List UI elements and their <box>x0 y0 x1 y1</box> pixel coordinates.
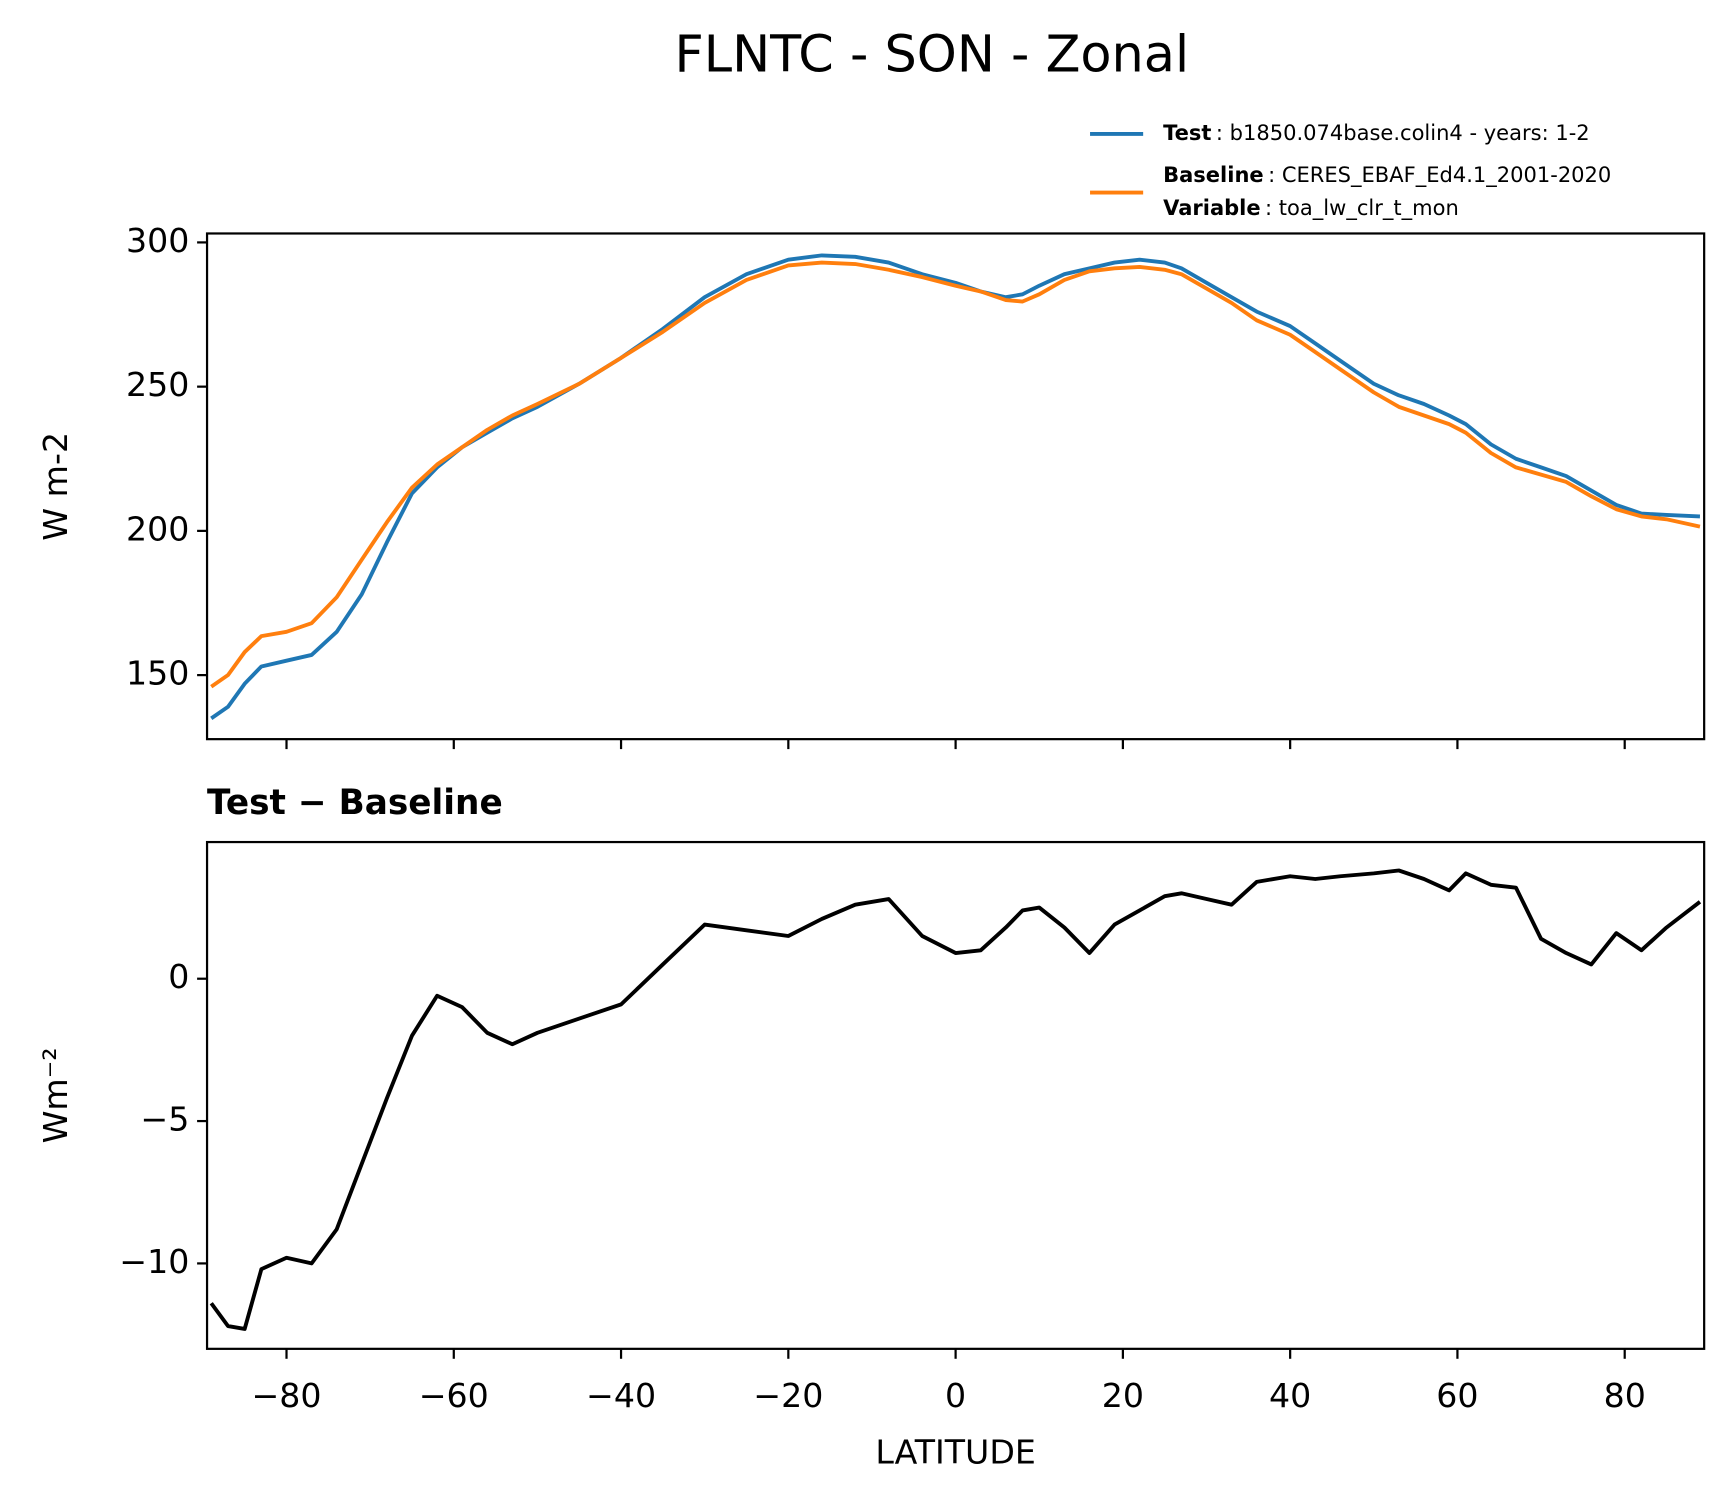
legend-entry: Test: b1850.074base.colin4 - years: 1-2 <box>1163 120 1590 145</box>
legend-description: : CERES_EBAF_Ed4.1_2001-2020 <box>1268 162 1611 187</box>
y-tick-label: 250 <box>126 365 189 404</box>
x-tick-label: 0 <box>945 1376 966 1415</box>
x-tick-label: −80 <box>251 1376 321 1415</box>
legend-name: Baseline <box>1163 162 1264 187</box>
series-line <box>209 868 1702 1331</box>
legend-name: Test <box>1163 120 1211 145</box>
x-tick-label: −20 <box>753 1376 823 1415</box>
y-axis-label: W m-2 <box>36 432 75 541</box>
legend-entry: Variable: toa_lw_clr_t_mon <box>1163 195 1459 220</box>
legend-description: : b1850.074base.colin4 - years: 1-2 <box>1216 120 1590 145</box>
y-tick-label: 0 <box>168 957 189 996</box>
y-tick-label: 300 <box>126 221 189 260</box>
x-tick-label: −40 <box>586 1376 656 1415</box>
y-tick-label: −5 <box>140 1100 189 1139</box>
axes-frame <box>205 840 1706 1350</box>
axes-frame <box>205 232 1706 741</box>
x-tick-label: 20 <box>1102 1376 1144 1415</box>
y-axis-label: Wm⁻² <box>36 1047 75 1143</box>
x-tick-label: −60 <box>419 1376 489 1415</box>
x-axis-label: LATITUDE <box>875 1432 1036 1471</box>
x-tick-label: 60 <box>1436 1376 1478 1415</box>
series-line <box>210 253 1701 720</box>
axes-title: Test − Baseline <box>207 783 503 823</box>
y-tick-label: 200 <box>126 509 189 548</box>
x-tick-label: 40 <box>1269 1376 1311 1415</box>
x-tick-label: 80 <box>1604 1376 1646 1415</box>
series-line <box>210 260 1701 689</box>
y-tick-label: 150 <box>126 654 189 693</box>
legend-name: Variable <box>1163 195 1261 220</box>
figure-title: FLNTC - SON - Zonal <box>675 26 1190 85</box>
legend-description: : toa_lw_clr_t_mon <box>1265 195 1459 220</box>
y-tick-label: −10 <box>119 1242 189 1281</box>
legend-entry: Baseline: CERES_EBAF_Ed4.1_2001-2020 <box>1163 162 1611 187</box>
